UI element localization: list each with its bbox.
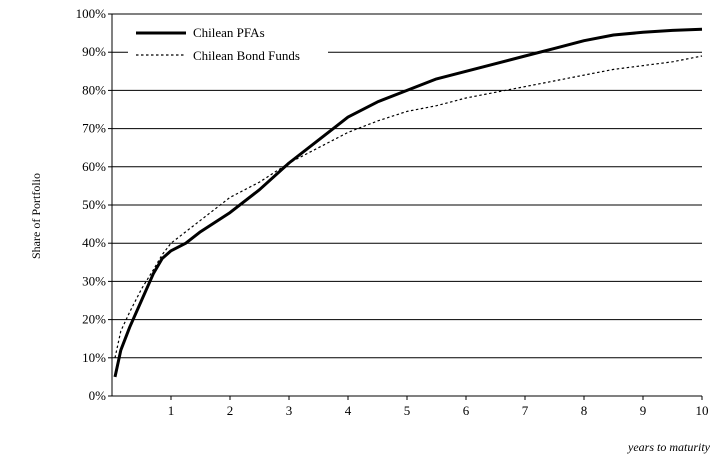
y-tick-label: 70% xyxy=(82,121,106,136)
x-tick-label: 2 xyxy=(227,403,234,418)
gridlines xyxy=(112,13,702,359)
y-tick-label: 90% xyxy=(82,44,106,59)
y-tick-label: 60% xyxy=(82,159,106,174)
x-tick-label: 7 xyxy=(522,403,529,418)
x-tick-label: 4 xyxy=(345,403,352,418)
y-axis-label: Share of Portfolio xyxy=(29,173,43,259)
y-tick-label: 40% xyxy=(82,235,106,250)
y-tick-label: 50% xyxy=(82,197,106,212)
axes: 0% 10% 20% 30% 40% 50% 60% 70% 80% 90% 100% 1 2 3 4 5 6 7… xyxy=(76,6,709,418)
legend-label-pfas: Chilean PFAs xyxy=(193,25,265,40)
series-line-pfas xyxy=(113,27,703,378)
legend: Chilean PFAs Chilean Bond Funds xyxy=(128,19,328,69)
legend-label-bond-funds: Chilean Bond Funds xyxy=(193,48,300,63)
y-tick-label: 20% xyxy=(82,312,106,327)
x-tick-label: 1 xyxy=(168,403,175,418)
x-tick-label: 9 xyxy=(640,403,647,418)
x-tick-label: 5 xyxy=(404,403,411,418)
x-tick-label: 6 xyxy=(463,403,470,418)
series-line-bond-funds xyxy=(114,55,703,358)
y-tick-label: 0% xyxy=(89,388,107,403)
legend-box xyxy=(128,19,328,69)
y-tick-label: 100% xyxy=(76,6,107,21)
x-tick-label: 3 xyxy=(286,403,293,418)
x-axis-label: years to maturity xyxy=(627,440,711,454)
x-tick-label: 8 xyxy=(581,403,588,418)
y-tick-label: 30% xyxy=(82,273,106,288)
y-tick-label: 10% xyxy=(82,350,106,365)
series-lines xyxy=(113,27,703,378)
y-tick-label: 80% xyxy=(82,82,106,97)
x-tick-label: 10 xyxy=(696,403,709,418)
